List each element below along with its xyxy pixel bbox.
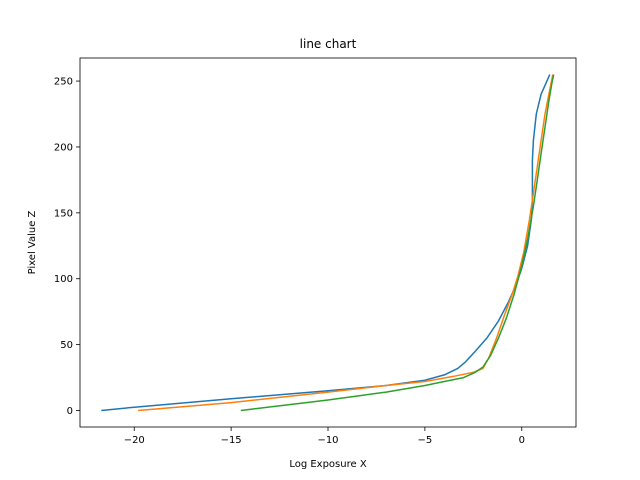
y-tick-label: 50: [60, 340, 73, 351]
x-tick-label: −15: [221, 435, 242, 446]
x-axis-label: Log Exposure X: [289, 459, 367, 470]
y-tick-label: 150: [54, 208, 73, 219]
x-axis-ticks: −20 −15 −10 −5 0: [124, 427, 525, 446]
x-tick-label: −5: [418, 435, 433, 446]
y-tick-label: 200: [54, 142, 73, 153]
chart-title: line chart: [300, 37, 357, 51]
y-axis-label: Pixel Value Z: [27, 210, 38, 274]
x-tick-label: 0: [519, 435, 525, 446]
x-tick-label: −10: [317, 435, 338, 446]
y-tick-label: 100: [54, 274, 73, 285]
series-layer: [101, 74, 555, 412]
y-axis-ticks: 0 50 100 150 200 250: [54, 77, 80, 417]
series-line-2: [138, 74, 554, 412]
series-line-3: [240, 74, 555, 412]
x-tick-label: −20: [124, 435, 145, 446]
y-tick-label: 0: [67, 406, 73, 417]
y-tick-label: 250: [54, 77, 73, 88]
